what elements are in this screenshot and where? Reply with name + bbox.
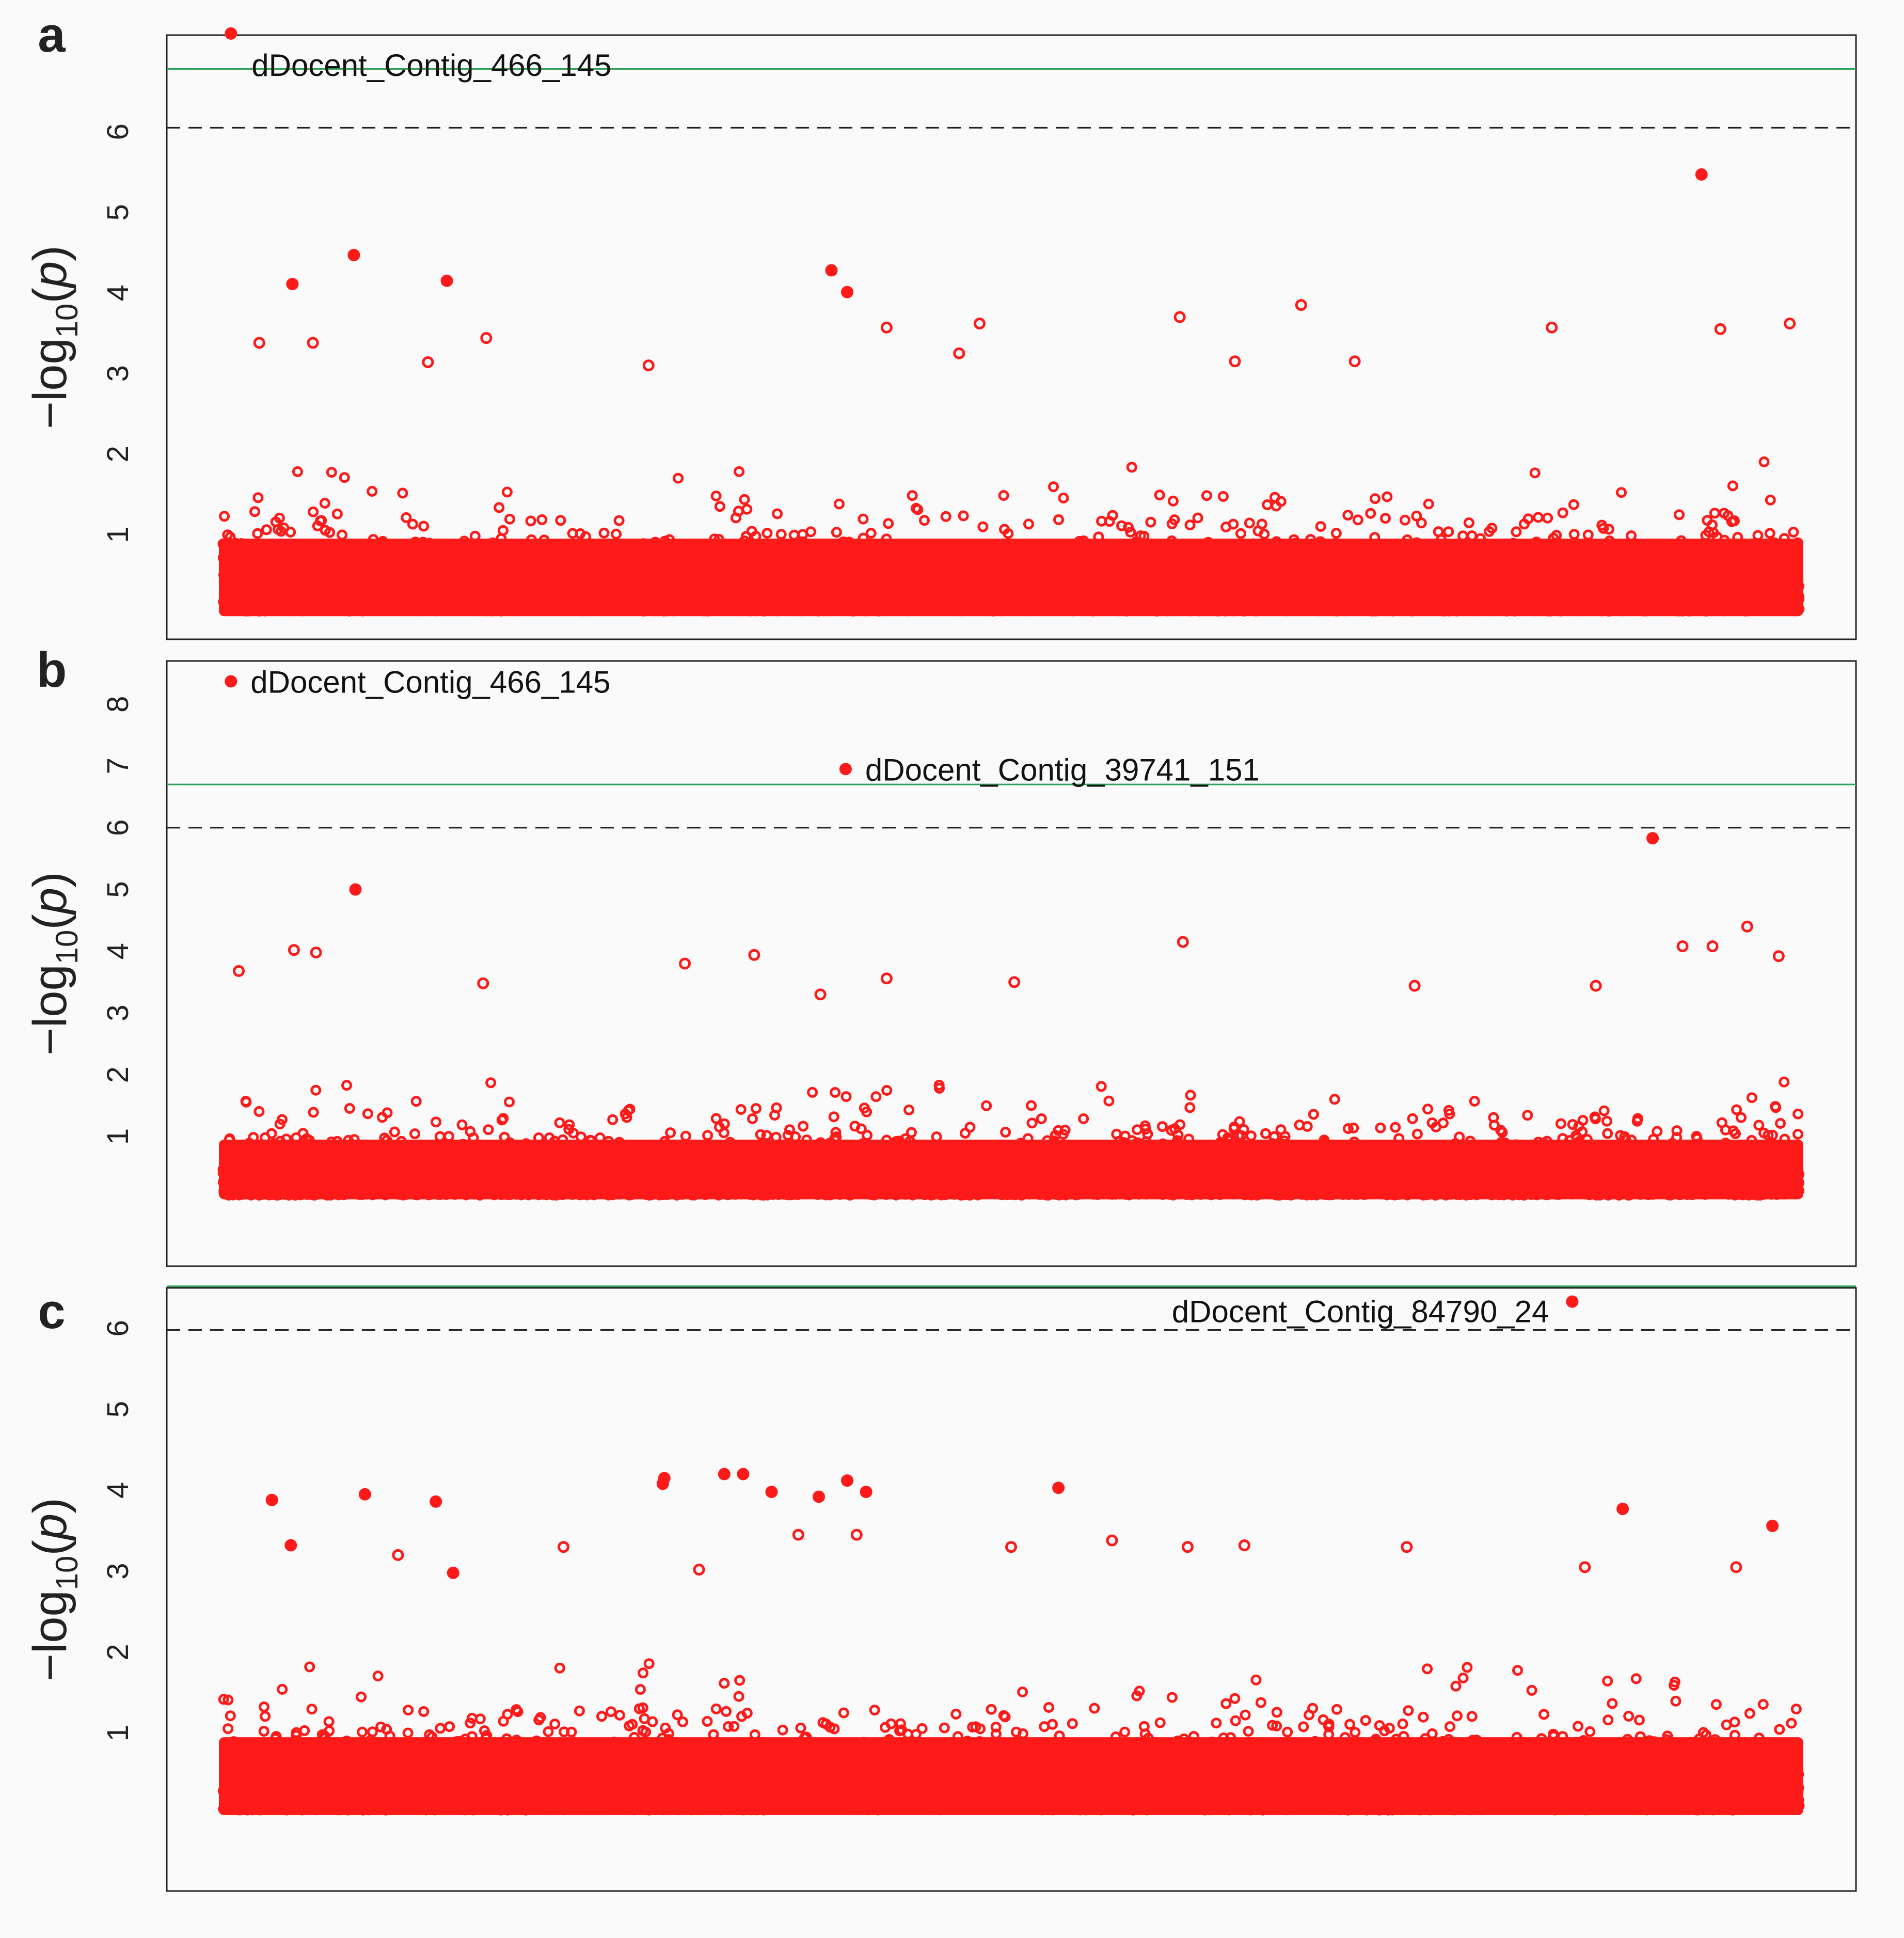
y-axis-title-p: p <box>24 1514 76 1541</box>
highlighted-snp-point <box>1695 168 1708 181</box>
snp-annotation-label: dDocent_Contig_466_145 <box>250 665 610 699</box>
top-snp-point <box>225 675 237 687</box>
y-axis-title-minus: −log <box>24 1590 76 1681</box>
y-tick-label: 2 <box>101 1066 135 1083</box>
y-axis-title-rest: ( <box>24 914 76 930</box>
highlighted-snp-point <box>765 1486 778 1498</box>
highlighted-snp-point <box>441 275 453 287</box>
y-axis-title-close: ) <box>24 1498 76 1514</box>
y-tick-label: 6 <box>101 820 135 836</box>
y-tick-label: 6 <box>101 1320 135 1336</box>
panels: a−log10(p)123456dDocent_Contig_466_145b−… <box>24 7 1856 1891</box>
highlighted-snp-point <box>286 278 298 290</box>
y-tick-label: 1 <box>101 1725 135 1741</box>
highlighted-snp-point <box>430 1495 442 1508</box>
highlighted-snp-point <box>657 1477 669 1490</box>
y-tick-label: 3 <box>101 1563 135 1580</box>
top-snp-point <box>839 763 852 775</box>
y-axis-title-rest: ( <box>24 288 76 304</box>
highlighted-snp-point <box>447 1567 459 1579</box>
snp-annotation-label: dDocent_Contig_466_145 <box>251 48 611 83</box>
highlighted-snp-point <box>266 1494 278 1506</box>
y-tick-label: 4 <box>101 943 135 959</box>
highlighted-snp-point <box>359 1488 371 1501</box>
highlighted-snp-point <box>718 1468 731 1480</box>
y-axis-title-rest: ( <box>24 1540 76 1556</box>
highlighted-snp-point <box>1052 1482 1065 1494</box>
panel-b: b −log10(p) 1 2 3 4 5 6 7 8 dDocent_Contig_466_145… <box>24 642 1856 1266</box>
y-tick-label: 5 <box>101 204 135 220</box>
panel-label: b <box>37 642 67 698</box>
y-tick-label: 1 <box>101 526 135 543</box>
highlighted-snp-point <box>349 883 361 895</box>
top-snp-point <box>225 27 237 40</box>
y-tick-label: 1 <box>101 1128 135 1145</box>
y-axis-title-subscript: 10 <box>50 304 84 338</box>
highlighted-snp-point <box>1646 832 1659 844</box>
y-tick-label: 4 <box>101 1482 135 1499</box>
y-tick-label: 4 <box>101 285 135 301</box>
highlighted-snp-point <box>841 286 853 298</box>
highlighted-snp-point <box>1766 1520 1779 1532</box>
top-snp-point <box>1566 1296 1578 1308</box>
y-axis-title-minus: −log <box>24 338 76 429</box>
highlighted-snp-point <box>841 1474 853 1487</box>
y-axis-title-p: p <box>24 261 76 289</box>
y-axis-title-minus: −log <box>24 964 76 1055</box>
y-tick-label: 5 <box>101 881 135 897</box>
y-tick-label: 5 <box>101 1401 135 1417</box>
y-tick-label: 7 <box>101 758 135 774</box>
y-tick-label: 2 <box>101 1644 135 1660</box>
highlighted-snp-point <box>813 1490 825 1503</box>
y-axis-title-p: p <box>24 888 76 916</box>
panel-label: a <box>38 7 66 62</box>
highlighted-snp-point <box>347 249 360 261</box>
y-tick-label: 8 <box>101 696 135 713</box>
highlighted-snp-point <box>860 1486 872 1498</box>
y-tick-label: 2 <box>101 446 135 462</box>
panel-label: c <box>38 1284 65 1339</box>
highlighted-snp-point <box>737 1468 749 1480</box>
highlighted-snp-point <box>1616 1503 1629 1515</box>
snp-annotation-label: dDocent_Contig_39741_151 <box>865 752 1260 787</box>
y-tick-label: 3 <box>101 1005 135 1021</box>
y-tick-label: 6 <box>101 123 135 140</box>
panel-a: a −log10(p) 1 2 3 4 5 6 dDocent_Contig_466_145 <box>24 7 1856 639</box>
y-axis-title-subscript: 10 <box>50 930 84 965</box>
panel-c: c −log10(p) 1 2 3 4 5 6 dDocent_Contig_84790_24 <box>24 1284 1856 1891</box>
y-axis-title-subscript: 10 <box>50 1556 84 1590</box>
y-axis-title-close: ) <box>24 245 76 261</box>
highlighted-snp-point <box>284 1539 297 1552</box>
highlighted-snp-point <box>825 264 837 277</box>
y-tick-label: 3 <box>101 365 135 382</box>
y-axis-title-close: ) <box>24 872 76 888</box>
snp-annotation-label: dDocent_Contig_84790_24 <box>1172 1295 1549 1329</box>
